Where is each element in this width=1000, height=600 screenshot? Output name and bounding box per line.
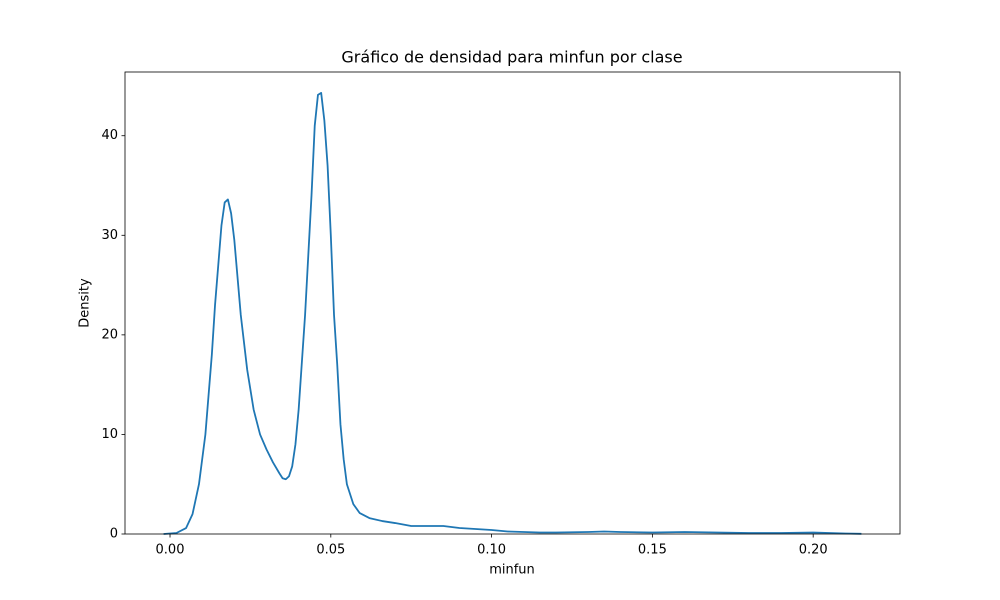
x-tick-label: 0.20 xyxy=(799,543,828,558)
x-tick-label: 0.15 xyxy=(638,543,667,558)
y-tick-label: 0 xyxy=(110,527,118,542)
y-tick-label: 10 xyxy=(101,427,118,442)
plot-frame xyxy=(124,71,901,535)
y-tick-label: 30 xyxy=(101,228,118,243)
x-axis-label: minfun xyxy=(489,563,535,578)
x-tick-label: 0.00 xyxy=(156,543,185,558)
y-tick-label: 40 xyxy=(101,128,118,143)
y-axis-label: Density xyxy=(78,278,93,328)
x-tick-label: 0.10 xyxy=(477,543,506,558)
x-tick-label: 0.05 xyxy=(316,543,345,558)
density-line xyxy=(163,92,862,535)
y-tick-label: 20 xyxy=(101,327,118,342)
chart-title: Gráfico de densidad para minfun por clas… xyxy=(341,48,682,67)
